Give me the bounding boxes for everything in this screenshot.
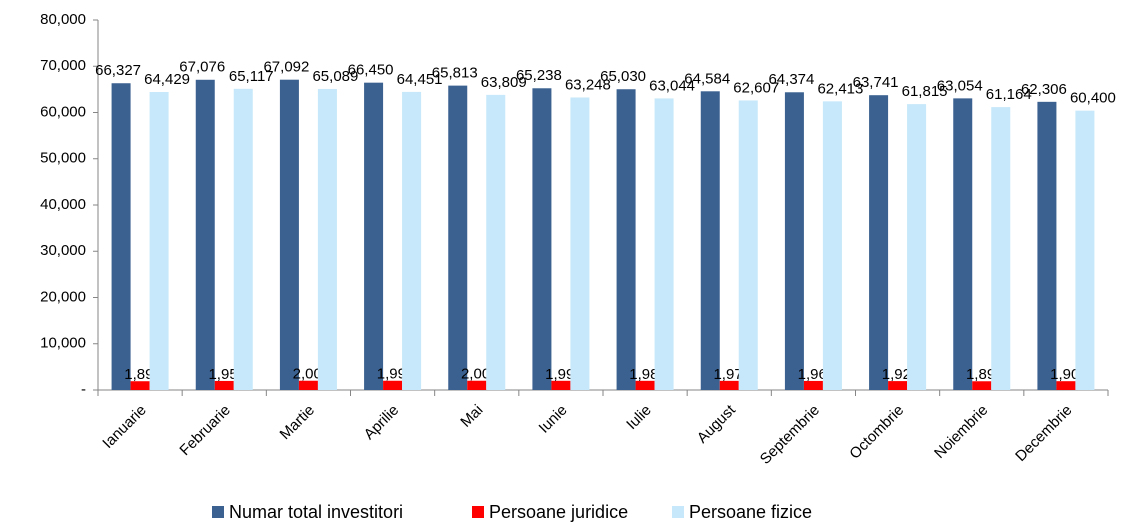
value-label: 63,044 [649,77,695,94]
y-tick-label: 60,000 [40,103,86,120]
bar [233,88,253,391]
bar [635,380,655,390]
value-label: 63,248 [565,76,611,93]
value-label: 65,089 [312,68,358,85]
bar [130,381,150,390]
value-label: 66,327 [95,62,141,79]
value-label: 63,741 [853,74,899,91]
bar [551,380,571,390]
bar [448,85,468,391]
x-tick-label: Iunie [536,402,571,437]
legend-label: Persoane fizice [689,502,812,522]
bar [1037,101,1057,390]
bar [991,107,1011,390]
x-tick-label: Aprilie [361,402,402,443]
x-tick-label: Septembrie [757,402,823,468]
y-tick-label: 70,000 [40,57,86,74]
value-label: 62,413 [817,80,863,97]
bar [149,92,169,391]
bar [402,91,422,390]
x-tick-label: Decembrie [1012,402,1075,465]
value-label: 64,429 [144,71,190,88]
bar [279,79,299,391]
value-label: 63,809 [481,74,527,91]
bar [570,97,590,390]
value-label: 64,451 [397,71,443,88]
value-label: 65,238 [516,67,562,84]
bar [1056,381,1076,390]
bar [822,101,842,390]
bar [784,92,804,390]
y-tick-label: 20,000 [40,288,86,305]
bar [486,94,506,391]
x-tick-label: Ianuarie [99,402,149,452]
legend-swatch [212,506,224,518]
bar [214,380,234,390]
legend-label: Persoane juridice [489,502,628,522]
value-label: 64,374 [768,71,814,88]
bar [195,79,215,390]
bar [700,91,720,390]
x-tick-label: Octombrie [846,402,907,463]
bar [738,100,758,390]
y-tick-label: 10,000 [40,335,86,352]
value-label: 65,030 [600,68,646,85]
legend-swatch [672,506,684,518]
bar [907,104,927,390]
value-label: 67,092 [263,59,309,76]
value-label: 67,076 [179,59,225,76]
bar [383,380,403,390]
value-label: 63,054 [937,77,983,94]
y-tick-label: - [81,381,86,398]
legend-swatch [472,506,484,518]
x-tick-label: August [694,401,740,447]
bar [616,89,636,390]
bar [298,380,318,390]
value-label: 66,450 [348,62,394,79]
y-tick-label: 80,000 [40,11,86,28]
bar [1075,110,1095,391]
x-tick-label: Noiembrie [931,402,991,462]
y-tick-label: 50,000 [40,150,86,167]
x-tick-label: Iulie [623,402,654,433]
value-label: 60,400 [1070,90,1116,107]
value-label: 61,815 [902,83,948,100]
value-label: 64,584 [684,70,730,87]
bar [719,380,739,390]
bar [803,380,823,390]
bar [869,95,889,390]
value-label: 62,607 [733,79,779,96]
bar [953,98,973,391]
bar [654,98,674,390]
y-tick-label: 30,000 [40,242,86,259]
bar [972,381,992,390]
x-tick-label: Mai [457,402,486,431]
value-label: 61,164 [986,86,1032,103]
bar [317,88,337,390]
value-label: 65,813 [432,65,478,82]
bar [888,381,908,390]
y-tick-label: 40,000 [40,196,86,213]
x-tick-label: Martie [277,402,318,443]
bar [467,380,487,390]
value-label: 62,306 [1021,81,1067,98]
value-label: 65,117 [229,68,274,85]
bar [532,88,552,391]
x-tick-label: Februarie [176,402,233,459]
bar [111,83,131,391]
legend-label: Numar total investitori [229,502,403,522]
bar [364,82,384,390]
